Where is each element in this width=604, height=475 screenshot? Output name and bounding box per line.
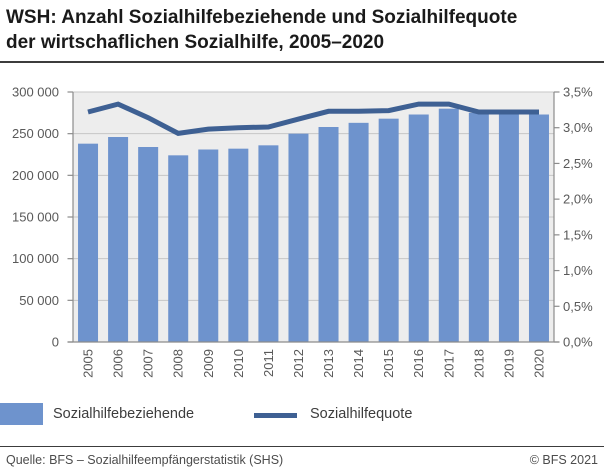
legend-line-label: Sozialhilfequote xyxy=(310,406,413,422)
year-label-2005: 2005 xyxy=(81,349,96,378)
bar-2016 xyxy=(408,114,429,342)
bar-2011 xyxy=(258,145,279,342)
left-axis-label: 300 000 xyxy=(12,85,59,100)
chart-title-line1: WSH: Anzahl Sozialhilfebeziehende und So… xyxy=(6,7,518,28)
legend-line-swatch xyxy=(254,413,297,418)
left-axis-label: 250 000 xyxy=(12,126,59,141)
bar-2014 xyxy=(348,122,369,342)
year-label-2009: 2009 xyxy=(201,349,216,378)
bar-2009 xyxy=(198,149,219,342)
bar-2019 xyxy=(498,113,519,342)
bar-2020 xyxy=(528,114,549,342)
bar-2015 xyxy=(378,118,399,342)
right-axis-label: 0,0% xyxy=(563,335,593,350)
year-label-2016: 2016 xyxy=(411,349,426,378)
year-label-2013: 2013 xyxy=(321,349,336,378)
right-axis-label: 1,5% xyxy=(563,227,593,242)
year-label-2010: 2010 xyxy=(231,349,246,378)
bar-2013 xyxy=(318,127,339,342)
title-divider xyxy=(0,61,604,63)
left-axis-label: 0 xyxy=(52,335,59,350)
right-axis-label: 2,5% xyxy=(563,156,593,171)
year-label-2015: 2015 xyxy=(381,349,396,378)
left-axis-label: 150 000 xyxy=(12,210,59,225)
left-axis-label: 100 000 xyxy=(12,251,59,266)
bar-2005 xyxy=(78,143,99,342)
year-label-2011: 2011 xyxy=(261,349,276,377)
right-axis-label: 3,5% xyxy=(563,85,593,100)
year-label-2006: 2006 xyxy=(111,349,126,378)
quote-line xyxy=(87,101,539,136)
bar-2007 xyxy=(138,147,159,342)
chart-title-line2: der wirtschaflichen Sozialhilfe, 2005–20… xyxy=(6,32,385,53)
right-axis-label: 3,0% xyxy=(563,120,593,135)
bar-2012 xyxy=(288,133,309,342)
left-axis-label: 200 000 xyxy=(12,168,59,183)
year-label-2008: 2008 xyxy=(171,349,186,378)
right-axis-label: 0,5% xyxy=(563,299,593,314)
right-axis-label: 1,0% xyxy=(563,263,593,278)
year-label-2019: 2019 xyxy=(501,349,516,378)
year-label-2017: 2017 xyxy=(441,349,456,378)
year-label-2012: 2012 xyxy=(291,349,306,378)
legend-bar-swatch xyxy=(0,403,43,425)
year-label-2018: 2018 xyxy=(471,349,486,378)
bar-2008 xyxy=(168,155,189,342)
bar-2006 xyxy=(108,137,129,342)
bar-2017 xyxy=(438,108,459,342)
footer-divider xyxy=(0,446,604,448)
year-label-2007: 2007 xyxy=(141,349,156,378)
legend-bar-label: Sozialhilfebeziehende xyxy=(53,406,195,422)
year-label-2020: 2020 xyxy=(532,349,547,378)
right-axis-label: 2,0% xyxy=(563,192,593,207)
chart-title: WSH: Anzahl Sozialhilfebeziehende und So… xyxy=(6,5,602,55)
left-axis-label: 50 000 xyxy=(19,293,59,308)
year-label-2014: 2014 xyxy=(351,349,366,378)
copyright-text: © BFS 2021 xyxy=(529,453,598,467)
bar-2018 xyxy=(468,112,489,342)
bar-2010 xyxy=(228,148,249,342)
source-text: Quelle: BFS – Sozialhilfeempfängerstatis… xyxy=(6,453,284,467)
